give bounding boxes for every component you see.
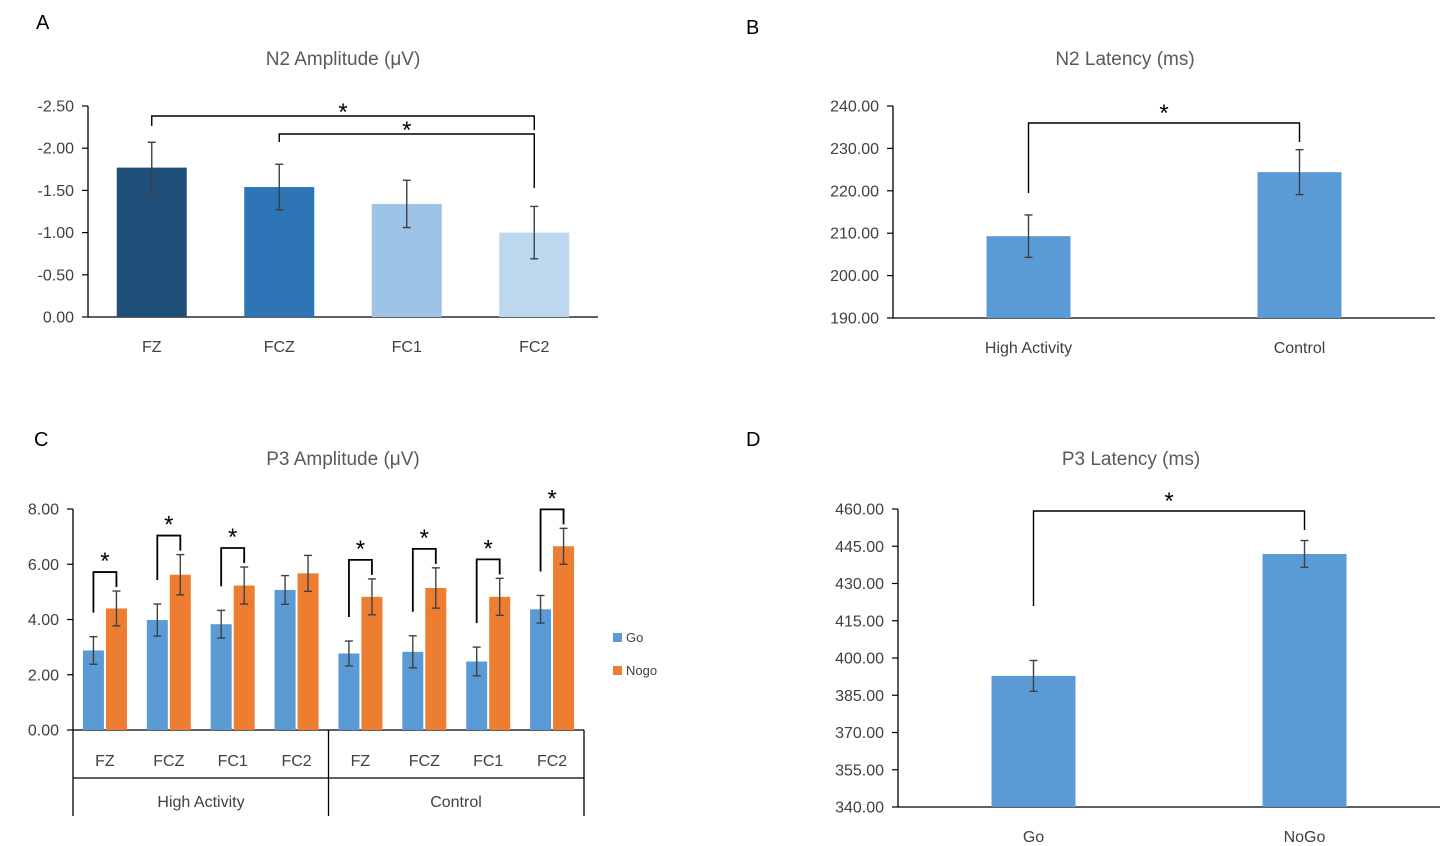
significance-star-c-5: * xyxy=(420,525,429,552)
y-tick-label-d-0: 460.00 xyxy=(835,502,884,519)
x-tick-label-a-fc1: FC1 xyxy=(392,339,422,356)
significance-star-b: * xyxy=(1159,100,1168,127)
bar-c-nogo-7 xyxy=(553,546,575,730)
bar-c-nogo-6 xyxy=(489,596,511,730)
x-tick-label-c-2: FC1 xyxy=(218,753,248,770)
legend-swatch-nogo xyxy=(613,666,622,675)
x-tick-label-d-go: Go xyxy=(1023,829,1044,846)
chart-marks: -2.50 -2.00 -1.50 -1.00 -0.50 0.00 FZ FCZ FC1 FC2… xyxy=(28,99,1440,846)
significance-bracket-c-2 xyxy=(220,547,246,587)
y-tick-label-c-2: 4.00 xyxy=(28,612,59,629)
significance-star-c-4: * xyxy=(356,536,365,563)
significance-star-c-0: * xyxy=(100,548,109,575)
y-tick-label-a-4: -0.50 xyxy=(38,267,75,284)
significance-bracket-a-2 xyxy=(278,133,535,188)
y-tick-label-a-0: -2.50 xyxy=(38,99,75,116)
bar-c-nogo-2 xyxy=(233,585,255,730)
significance-star-c-1: * xyxy=(164,512,173,539)
y-tick-label-d-1: 445.00 xyxy=(835,539,884,556)
x-tick-label-c-1: FCZ xyxy=(153,753,184,770)
chart-title-d: P3 Latency (ms) xyxy=(1062,449,1200,470)
y-tick-label-a-2: -1.50 xyxy=(38,183,75,200)
group-label-high-activity: High Activity xyxy=(157,794,244,811)
y-tick-label-b-5: 190.00 xyxy=(830,311,879,328)
significance-bracket-c-6 xyxy=(475,558,501,624)
significance-bracket-c-0 xyxy=(92,571,118,613)
bar-d-nogo xyxy=(1262,553,1347,807)
y-tick-label-b-0: 240.00 xyxy=(830,99,879,116)
significance-bracket-c-7 xyxy=(539,508,565,572)
bar-c-go-6 xyxy=(466,661,488,730)
x-tick-label-c-3: FC2 xyxy=(281,753,311,770)
legend-label-go: Go xyxy=(626,630,643,645)
bar-c-go-4 xyxy=(338,653,360,730)
significance-star-c-7: * xyxy=(547,485,556,512)
y-tick-label-c-3: 2.00 xyxy=(28,667,59,684)
panel-letter-a: A xyxy=(36,12,50,34)
group-label-control: Control xyxy=(430,794,482,811)
y-tick-label-d-4: 400.00 xyxy=(835,651,884,668)
bar-c-nogo-0 xyxy=(105,608,127,730)
x-tick-label-c-5: FCZ xyxy=(409,753,440,770)
significance-star-c-6: * xyxy=(484,535,493,562)
x-tick-label-b-high-activity: High Activity xyxy=(985,340,1072,357)
significance-star-a-2: * xyxy=(402,117,411,144)
y-tick-label-d-2: 430.00 xyxy=(835,576,884,593)
significance-star-d: * xyxy=(1164,488,1173,515)
y-tick-label-b-1: 230.00 xyxy=(830,141,879,158)
y-tick-label-a-1: -2.00 xyxy=(38,141,75,158)
x-tick-label-b-control: Control xyxy=(1274,340,1326,357)
significance-star-a-1: * xyxy=(338,99,347,126)
y-tick-label-b-2: 220.00 xyxy=(830,183,879,200)
y-tick-label-b-4: 200.00 xyxy=(830,268,879,285)
x-tick-label-a-fz: FZ xyxy=(142,339,162,356)
significance-bracket-b xyxy=(1027,122,1301,193)
x-tick-label-a-fc2: FC2 xyxy=(519,339,549,356)
y-tick-label-c-1: 6.00 xyxy=(28,557,59,574)
y-tick-label-d-5: 385.00 xyxy=(835,688,884,705)
bar-c-go-5 xyxy=(402,651,424,730)
y-tick-label-d-8: 340.00 xyxy=(835,800,884,817)
y-tick-label-b-3: 210.00 xyxy=(830,226,879,243)
y-tick-label-a-3: -1.00 xyxy=(38,225,75,242)
x-tick-label-c-6: FC1 xyxy=(473,753,503,770)
panel-letter-b: B xyxy=(746,17,759,39)
bar-c-go-1 xyxy=(146,620,168,730)
x-tick-label-a-fcz: FCZ xyxy=(264,339,295,356)
bar-c-nogo-3 xyxy=(297,573,319,730)
y-tick-label-a-5: 0.00 xyxy=(43,310,74,327)
bar-d-go xyxy=(991,675,1076,807)
significance-bracket-a-1 xyxy=(151,115,535,130)
bar-c-go-3 xyxy=(274,589,296,730)
significance-bracket-d xyxy=(1032,510,1306,606)
chart-title-b: N2 Latency (ms) xyxy=(1055,49,1194,70)
y-tick-label-d-3: 415.00 xyxy=(835,613,884,630)
bar-c-nogo-1 xyxy=(169,574,191,730)
bar-b-control xyxy=(1257,172,1342,318)
bar-c-go-2 xyxy=(210,624,232,730)
panel-letter-d: D xyxy=(746,429,760,451)
significance-bracket-c-1 xyxy=(156,534,182,581)
x-tick-label-c-7: FC2 xyxy=(537,753,567,770)
x-tick-label-d-nogo: NoGo xyxy=(1284,829,1326,846)
significance-bracket-c-5 xyxy=(411,547,437,612)
y-tick-label-c-4: 0.00 xyxy=(28,723,59,740)
chart-title-c: P3 Amplitude (μV) xyxy=(266,449,420,470)
panel-letter-c: C xyxy=(34,429,48,451)
x-tick-label-c-4: FZ xyxy=(351,753,371,770)
significance-bracket-c-4 xyxy=(348,558,373,618)
y-tick-label-d-7: 355.00 xyxy=(835,762,884,779)
bar-c-go-7 xyxy=(530,609,552,730)
bar-c-nogo-5 xyxy=(425,588,447,730)
legend-swatch-go xyxy=(613,633,622,642)
bar-c-nogo-4 xyxy=(361,596,383,730)
x-tick-label-c-0: FZ xyxy=(95,753,115,770)
y-tick-label-d-6: 370.00 xyxy=(835,725,884,742)
legend-label-nogo: Nogo xyxy=(626,663,657,678)
chart-title-a: N2 Amplitude (μV) xyxy=(266,49,421,70)
bar-c-go-0 xyxy=(82,650,104,730)
y-tick-label-c-0: 8.00 xyxy=(28,502,59,519)
significance-star-c-2: * xyxy=(228,524,237,551)
